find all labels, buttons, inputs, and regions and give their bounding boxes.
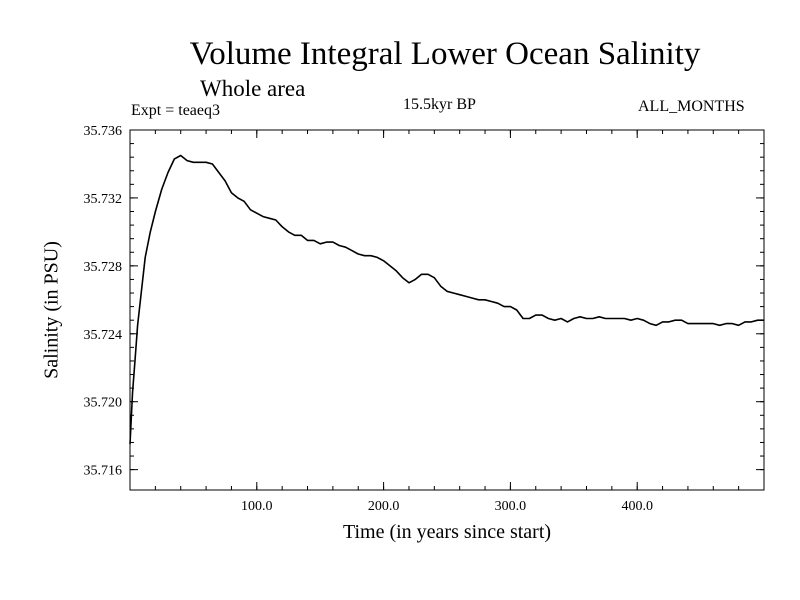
period-label: 15.5kyr BP xyxy=(403,96,476,113)
plot-frame xyxy=(129,129,765,491)
axis-ticks xyxy=(130,129,764,490)
y-tick-label: 35.728 xyxy=(84,260,123,275)
y-tick-label: 35.724 xyxy=(84,328,123,343)
x-axis-label: Time (in years since start) xyxy=(342,521,552,543)
x-tick-label: 400.0 xyxy=(621,499,653,514)
experiment-label: Expt = teaeq3 xyxy=(131,102,220,119)
chart-title: Volume Integral Lower Ocean Salinity xyxy=(189,36,701,72)
y-tick-label: 35.720 xyxy=(84,396,123,411)
months-label: ALL_MONTHS xyxy=(638,98,745,115)
y-tick-label: 35.732 xyxy=(84,192,123,207)
data-series xyxy=(129,154,764,445)
x-tick-label: 200.0 xyxy=(368,499,400,514)
x-tick-label: 100.0 xyxy=(241,499,273,514)
y-tick-label: 35.716 xyxy=(84,464,123,479)
axis-tick-labels: 100.0 200.0 300.0 400.0 35.716 35.720 35.724 35… xyxy=(84,124,653,514)
y-tick-label: 35.736 xyxy=(84,124,123,139)
x-tick-label: 300.0 xyxy=(495,499,527,514)
series-line xyxy=(129,154,764,445)
chart-subtitle: Whole area xyxy=(200,76,306,101)
